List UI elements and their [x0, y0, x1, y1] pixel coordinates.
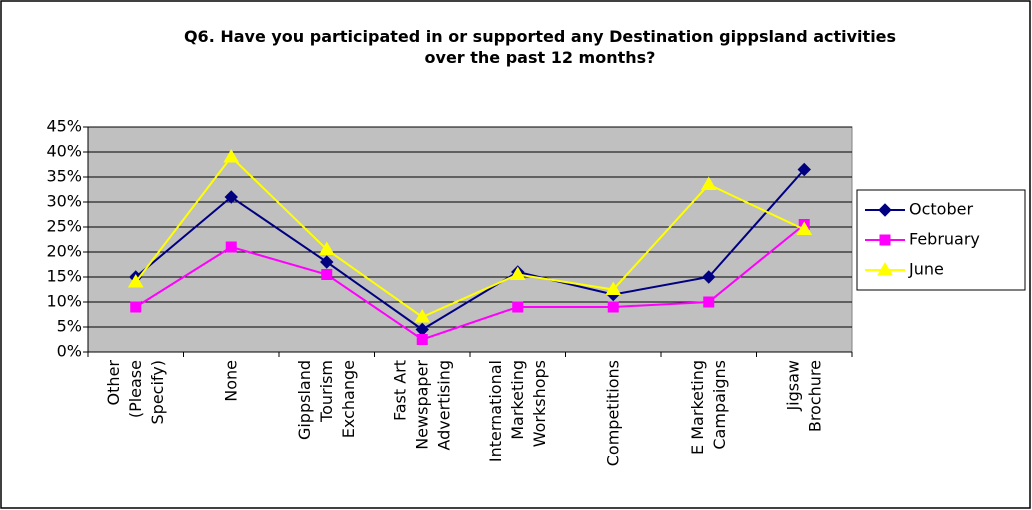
y-tick-label: 45%	[46, 117, 82, 136]
plot-area	[87, 126, 853, 353]
chart-title: Q6. Have you participated in or supporte…	[183, 27, 897, 67]
y-tick-label: 15%	[46, 267, 82, 286]
series-line	[135, 168, 805, 331]
marker	[130, 301, 142, 313]
marker	[416, 334, 428, 345]
marker	[607, 301, 619, 313]
legend-marker	[879, 234, 891, 246]
legend-label: February	[909, 230, 980, 249]
x-tick-label: Jigsaw Brochure	[783, 360, 824, 432]
x-tick-label: None	[221, 360, 240, 402]
marker	[512, 301, 524, 313]
y-tick-label: 25%	[46, 217, 82, 236]
marker	[127, 274, 144, 288]
marker	[796, 221, 813, 235]
marker	[702, 270, 716, 284]
series-line	[134, 155, 805, 319]
marker	[320, 255, 334, 269]
x-tick-label: Other (Please Specify)	[103, 360, 166, 425]
y-tick-label: 5%	[57, 317, 82, 336]
legend-marker	[877, 262, 893, 276]
marker	[605, 281, 622, 295]
y-tick-label: 0%	[57, 342, 82, 361]
y-tick-label: 20%	[46, 242, 82, 261]
y-tick-label: 35%	[46, 167, 82, 186]
x-tick-label: Gippsland Tourism Exchange	[294, 360, 357, 440]
x-tick-label: Competitions	[603, 360, 622, 466]
marker	[321, 269, 333, 280]
y-tick-label: 10%	[46, 292, 82, 311]
x-tick-label: Fast Art Newspaper Advertising	[390, 360, 453, 451]
y-tick-label: 30%	[46, 192, 82, 211]
legend-label: June	[908, 260, 944, 279]
marker	[414, 309, 431, 323]
marker	[224, 190, 238, 204]
marker	[700, 176, 717, 190]
marker	[223, 149, 240, 163]
marker	[703, 296, 715, 308]
x-tick-label: International Marketing Workshops	[485, 360, 548, 462]
legend-marker	[878, 203, 892, 217]
series-line	[135, 223, 805, 341]
marker	[509, 266, 526, 280]
y-tick-label: 40%	[46, 142, 82, 161]
x-tick-label: E Marketing Campaigns	[687, 360, 728, 455]
legend-label: October	[909, 200, 973, 219]
marker	[225, 241, 237, 253]
marker	[797, 162, 811, 177]
marker	[318, 241, 335, 255]
